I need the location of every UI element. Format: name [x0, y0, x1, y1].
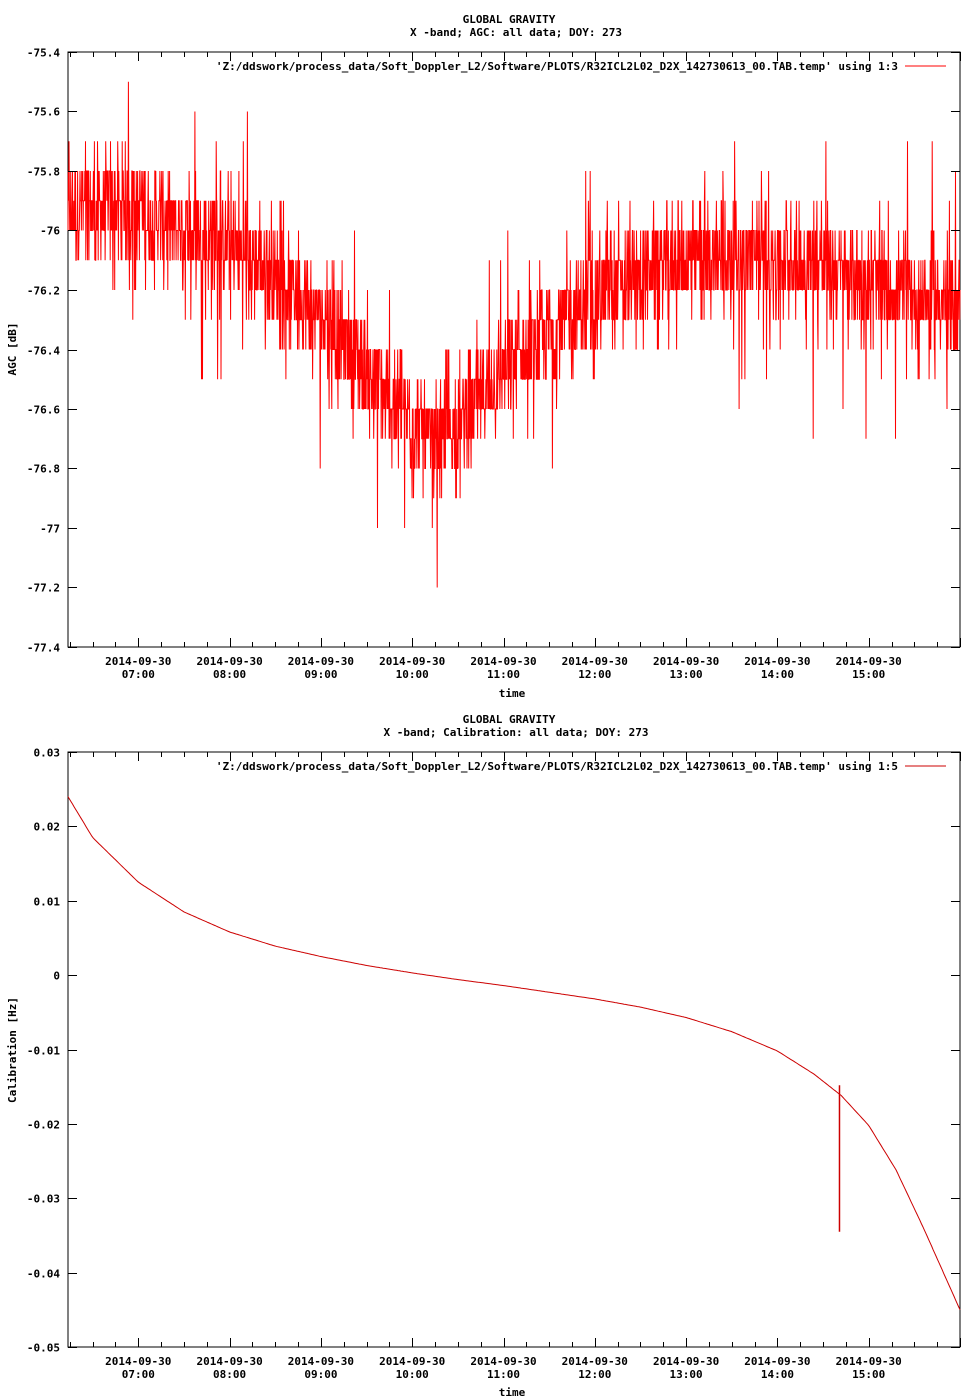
agc-x-tick-time-label: 12:00	[578, 668, 611, 681]
agc-y-tick-label: -77.4	[27, 642, 60, 655]
calibration-x-tick-date-label: 2014-09-30	[836, 1355, 902, 1368]
calibration-y-tick-label: 0.01	[34, 896, 61, 909]
calibration-x-axis-label: time	[499, 1386, 526, 1399]
agc-plot-area: -75.4 -75.6 -75.8 -76 -76.2 -76.4 -76.6 -76.8 -7…	[27, 47, 961, 681]
agc-y-tick-label: -76.8	[27, 463, 60, 476]
calibration-legend-label: 'Z:/ddswork/process_data/Soft_Doppler_L2…	[216, 760, 898, 773]
calibration-x-tick-time-label: 11:00	[487, 1368, 520, 1381]
agc-x-tick-date-label: 2014-09-30	[196, 655, 262, 668]
calibration-plot-area: 0.03 0.02 0.01 0 -0.01 -0.02 -0.03 -0.04 -0.05 2…	[27, 747, 961, 1381]
agc-x-tick-date-label: 2014-09-30	[379, 655, 445, 668]
agc-y-tick-label: -77	[40, 523, 60, 536]
calibration-legend: 'Z:/ddswork/process_data/Soft_Doppler_L2…	[216, 760, 946, 773]
agc-y-tick-label: -76.4	[27, 345, 60, 358]
agc-legend-label: 'Z:/ddswork/process_data/Soft_Doppler_L2…	[216, 60, 898, 73]
calibration-y-tick-label: -0.05	[27, 1342, 60, 1355]
calibration-y-tick-label: -0.04	[27, 1268, 60, 1281]
calibration-x-tick-date-label: 2014-09-30	[105, 1355, 171, 1368]
agc-x-tick-time-label: 15:00	[852, 668, 885, 681]
calibration-x-tick-date-label: 2014-09-30	[196, 1355, 262, 1368]
agc-x-tick-time-label: 13:00	[670, 668, 703, 681]
calibration-x-tick-date-label: 2014-09-30	[470, 1355, 536, 1368]
agc-x-tick-date-label: 2014-09-30	[470, 655, 536, 668]
agc-y-tick-label: -76	[40, 225, 60, 238]
calibration-x-tick-time-label: 14:00	[761, 1368, 794, 1381]
agc-x-tick-date-label: 2014-09-30	[653, 655, 719, 668]
calibration-x-tick-time-label: 08:00	[213, 1368, 246, 1381]
calibration-y-tick-label: 0	[53, 970, 60, 983]
calibration-chart-subtitle: X -band; Calibration: all data; DOY: 273	[384, 726, 649, 739]
agc-x-tick-date-label: 2014-09-30	[836, 655, 902, 668]
agc-legend: 'Z:/ddswork/process_data/Soft_Doppler_L2…	[216, 60, 946, 73]
agc-x-tick-date-label: 2014-09-30	[744, 655, 810, 668]
calibration-y-ticks: 0.03 0.02 0.01 0 -0.01 -0.02 -0.03 -0.04 -0.05	[27, 747, 960, 1355]
agc-chart-title: GLOBAL GRAVITY	[463, 13, 556, 26]
agc-y-tick-label: -75.8	[27, 166, 60, 179]
agc-x-axis-label: time	[499, 687, 526, 700]
calibration-x-tick-time-label: 07:00	[122, 1368, 155, 1381]
agc-y-tick-label: -76.2	[27, 285, 60, 298]
calibration-x-tick-date-label: 2014-09-30	[379, 1355, 445, 1368]
calibration-x-tick-time-label: 13:00	[670, 1368, 703, 1381]
agc-x-tick-time-label: 11:00	[487, 668, 520, 681]
calibration-x-tick-date-label: 2014-09-30	[288, 1355, 354, 1368]
agc-series-line	[67, 81, 961, 588]
calibration-x-tick-time-label: 12:00	[578, 1368, 611, 1381]
calibration-y-tick-label: -0.01	[27, 1045, 60, 1058]
agc-x-tick-time-label: 10:00	[396, 668, 429, 681]
calibration-x-tick-time-label: 15:00	[852, 1368, 885, 1381]
agc-x-tick-time-label: 07:00	[122, 668, 155, 681]
calibration-y-tick-label: 0.03	[34, 747, 61, 760]
agc-chart: GLOBAL GRAVITY X -band; AGC: all data; D…	[6, 13, 961, 700]
calibration-y-tick-label: -0.02	[27, 1119, 60, 1132]
agc-x-tick-time-label: 14:00	[761, 668, 794, 681]
calibration-chart: GLOBAL GRAVITY X -band; Calibration: all…	[6, 713, 961, 1399]
calibration-series-line	[67, 796, 961, 1311]
calibration-series	[67, 796, 961, 1311]
agc-x-tick-date-label: 2014-09-30	[562, 655, 628, 668]
agc-y-axis-label: AGC [dB]	[6, 323, 19, 376]
calibration-x-tick-date-label: 2014-09-30	[653, 1355, 719, 1368]
agc-series	[67, 81, 961, 588]
agc-x-tick-date-label: 2014-09-30	[288, 655, 354, 668]
agc-x-tick-time-label: 08:00	[213, 668, 246, 681]
agc-x-ticks: 2014-09-3007:002014-09-3008:002014-09-30…	[70, 52, 961, 681]
calibration-x-tick-date-label: 2014-09-30	[744, 1355, 810, 1368]
calibration-plot-frame	[67, 751, 961, 1348]
agc-y-tick-label: -75.6	[27, 106, 60, 119]
calibration-x-tick-time-label: 10:00	[396, 1368, 429, 1381]
calibration-y-axis-label: Calibration [Hz]	[6, 997, 19, 1103]
calibration-y-tick-label: 0.02	[34, 821, 61, 834]
agc-y-tick-label: -75.4	[27, 47, 60, 60]
calibration-x-tick-date-label: 2014-09-30	[562, 1355, 628, 1368]
agc-x-tick-time-label: 09:00	[304, 668, 337, 681]
calibration-chart-title: GLOBAL GRAVITY	[463, 713, 556, 726]
agc-x-tick-date-label: 2014-09-30	[105, 655, 171, 668]
agc-plot-frame	[67, 51, 961, 648]
agc-y-ticks: -75.4 -75.6 -75.8 -76 -76.2 -76.4 -76.6 -76.8 -7…	[27, 47, 960, 655]
calibration-x-ticks: 2014-09-3007:002014-09-3008:002014-09-30…	[70, 752, 961, 1381]
agc-y-tick-label: -77.2	[27, 582, 60, 595]
agc-chart-subtitle: X -band; AGC: all data; DOY: 273	[410, 26, 622, 39]
calibration-y-tick-label: -0.03	[27, 1193, 60, 1206]
agc-y-tick-label: -76.6	[27, 404, 60, 417]
calibration-x-tick-time-label: 09:00	[304, 1368, 337, 1381]
